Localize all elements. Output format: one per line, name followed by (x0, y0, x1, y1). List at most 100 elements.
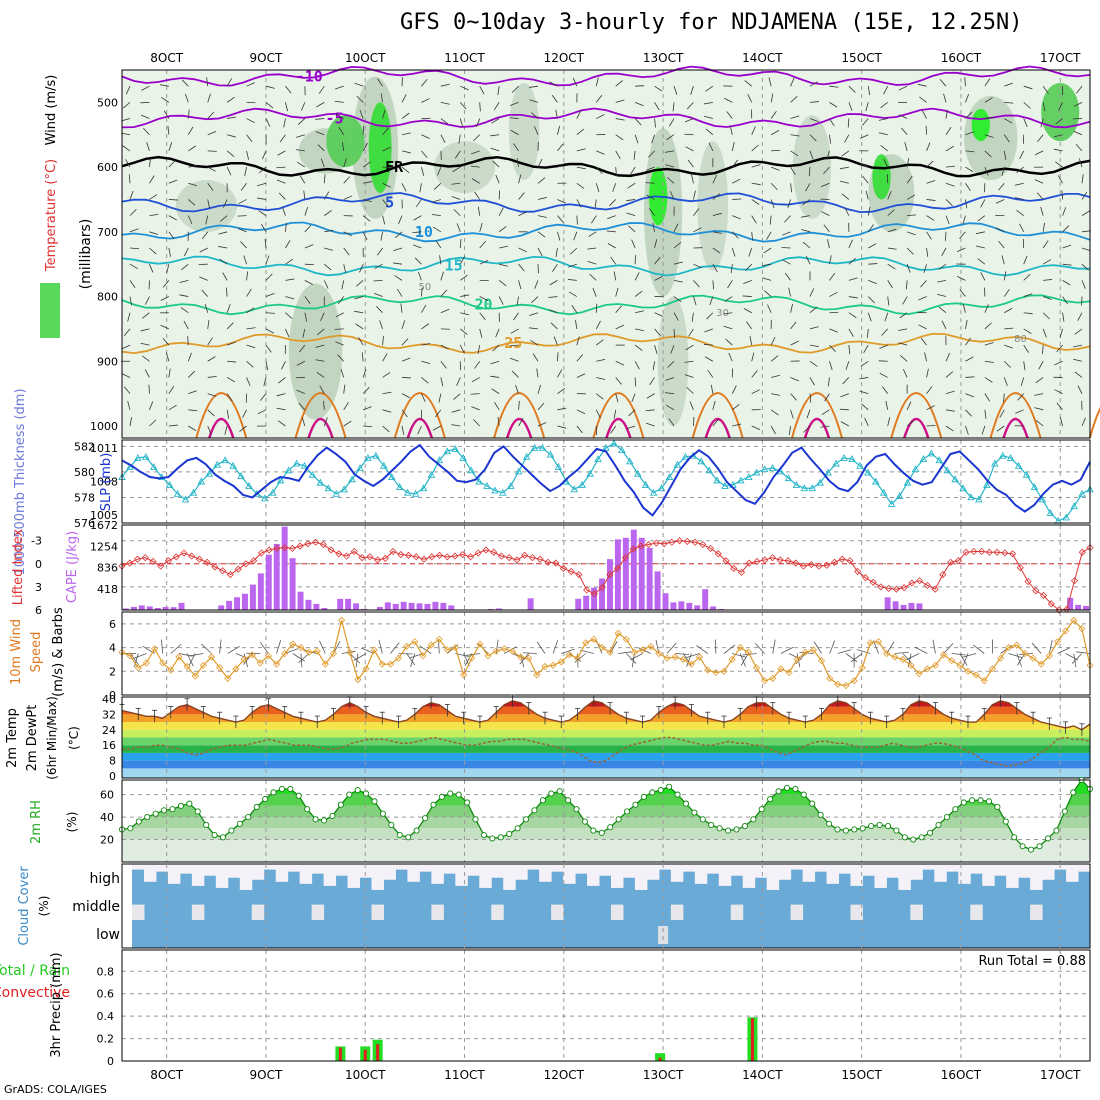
cloud-clear-high (587, 864, 600, 886)
axis-label-dewpt: 2m DewPt (25, 705, 40, 772)
wind-barb (179, 294, 189, 297)
wind-barb (861, 403, 869, 411)
wind-barb (561, 648, 575, 654)
wind-barb (362, 125, 365, 135)
wind-barb (168, 179, 178, 184)
wind-barb (1023, 273, 1031, 281)
isotherm-line (791, 392, 843, 439)
axis-label-speed: Speed (29, 632, 44, 673)
date-tick-bottom: 13OCT (643, 1068, 684, 1082)
wind-barb (159, 84, 169, 87)
data-point (1011, 834, 1018, 841)
wind-barb (1071, 653, 1083, 664)
wind-barb (435, 409, 442, 418)
wind-barb (474, 191, 481, 200)
wind-barb (959, 653, 968, 666)
wind-barb (745, 263, 753, 271)
wind-barb (296, 389, 306, 395)
data-point (575, 571, 583, 579)
data-point (356, 464, 364, 471)
wind-barb (479, 260, 489, 265)
cape-bar (321, 607, 328, 610)
wind-barb (867, 224, 874, 233)
wind-barb (470, 393, 480, 395)
wind-barb (867, 312, 872, 322)
isotherm-line (704, 417, 731, 439)
wind-barb (1081, 174, 1084, 184)
wind-barb (769, 215, 772, 225)
wind-barb (238, 199, 247, 205)
data-point (447, 790, 454, 797)
wind-barb (801, 215, 811, 218)
wind-barb (784, 215, 791, 223)
data-point (681, 452, 690, 460)
wind-barb (168, 424, 178, 427)
data-point (256, 659, 264, 667)
data-point (134, 664, 142, 672)
wind-barb (359, 109, 364, 119)
wind-barb (615, 80, 623, 87)
wind-barb (265, 255, 270, 265)
wind-barb (460, 294, 470, 297)
wind-barb (920, 337, 927, 346)
wind-barb (121, 118, 131, 122)
axis-label-temp: 2m Temp (5, 708, 20, 768)
rh-shade (971, 108, 990, 142)
wind-barb (965, 356, 974, 362)
wind-barb (965, 112, 973, 119)
data-point (135, 818, 142, 825)
wind-barb (304, 312, 308, 322)
data-point (983, 480, 991, 488)
wind-barb (362, 142, 368, 152)
wind-barb (673, 312, 679, 321)
data-point (649, 789, 656, 796)
wind-barb (951, 653, 966, 656)
wind-barb (168, 199, 178, 201)
data-point (861, 574, 869, 582)
cloud-clear-high (503, 864, 516, 890)
wind-barb (821, 211, 830, 216)
data-point (590, 590, 598, 598)
data-point (838, 555, 846, 563)
data-point (630, 648, 639, 656)
wind-barb (962, 303, 966, 313)
panel-frame (121, 949, 1091, 1062)
wind-barb (926, 405, 935, 411)
pressure-tick: 900 (97, 355, 118, 368)
wind-barb (669, 118, 675, 127)
data-point (682, 800, 690, 807)
data-point (216, 664, 224, 672)
wind-barb (977, 258, 986, 265)
wind-barb (382, 372, 391, 378)
cloud-clear-high (694, 864, 708, 884)
wind-barb (337, 296, 345, 304)
wind-barb (226, 166, 232, 176)
rh-shade (872, 154, 891, 200)
precip-tick: 0 (107, 1055, 114, 1068)
cloud-clear-high (994, 864, 1007, 876)
data-point (281, 544, 289, 552)
cloud-clear-high (491, 864, 504, 878)
wind-barb (320, 312, 325, 322)
wind-barb (867, 206, 871, 216)
data-point (998, 451, 1007, 459)
wind-barb (207, 393, 217, 397)
date-tick-top: 14OCT (742, 51, 783, 65)
wind-barb (962, 653, 977, 658)
wind-barb (729, 125, 733, 135)
data-point (935, 456, 944, 464)
wind-barb (829, 134, 832, 144)
data-point (610, 439, 618, 447)
wind-barb (324, 210, 332, 216)
data-point (181, 495, 190, 503)
cloud-row-label: middle (72, 899, 120, 915)
wind-barb (451, 196, 461, 200)
wind-barb (829, 344, 836, 352)
wind-barb (479, 296, 488, 301)
data-point (725, 827, 732, 834)
wind-barb (557, 231, 561, 241)
wind-barb (806, 409, 811, 419)
wind-barb (440, 118, 449, 125)
wind-barb (1008, 653, 1023, 658)
data-point (203, 558, 211, 566)
